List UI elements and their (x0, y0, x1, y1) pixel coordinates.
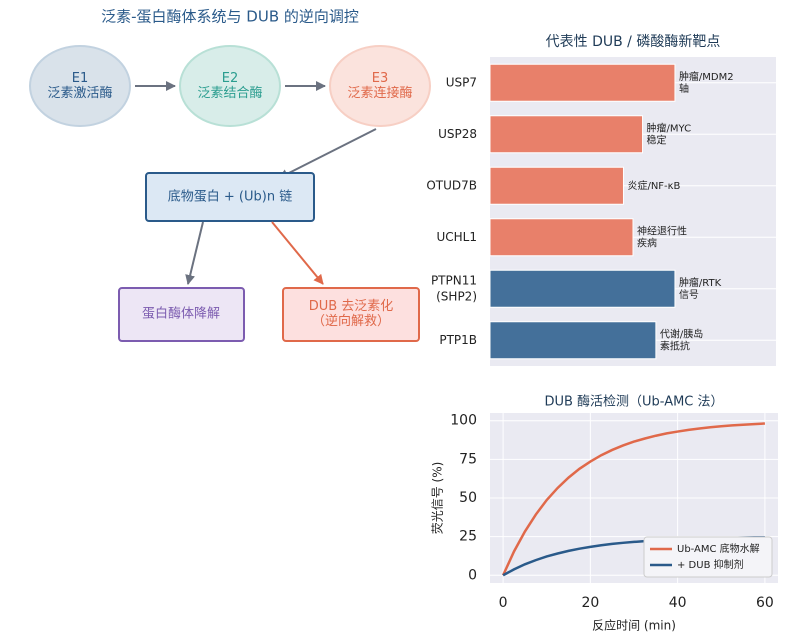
bar-annotation: 肿瘤/MYC (647, 121, 692, 134)
bar-annotation: 轴 (679, 82, 689, 95)
bar-annotation: 炎症/NF-κB (627, 179, 680, 192)
x-tick-label: 0 (499, 595, 508, 611)
node-e3 (329, 45, 431, 127)
y-tick-label: 100 (450, 413, 477, 429)
y-tick-label: 0 (468, 567, 477, 583)
y-tick-label: OTUD7B (426, 178, 477, 192)
node-substrate (145, 172, 315, 222)
node-label: E2 (222, 71, 239, 86)
legend-label: Ub-AMC 底物水解 (677, 542, 760, 555)
x-tick-label: 20 (581, 595, 599, 611)
bar (489, 166, 624, 205)
bar-annotation: 肿瘤/MDM2 (679, 70, 734, 83)
diagram: 泛素-蛋白酶体系统与 DUB 的逆向调控 (29, 8, 431, 342)
y-tick-label: UCHL1 (436, 230, 477, 244)
y-tick-label: USP7 (446, 75, 477, 89)
bar-annotation: 稳定 (647, 133, 667, 146)
legend-label: + DUB 抑制剂 (677, 558, 744, 571)
node-e1 (29, 45, 131, 127)
x-axis-label: 反应时间 (min) (592, 618, 676, 633)
bar-annotation: 素抵抗 (660, 339, 690, 352)
x-tick-label: 40 (669, 595, 687, 611)
y-tick-label: PTP1B (439, 333, 477, 347)
series-line (501, 422, 765, 576)
node-label: （逆向解救） (312, 313, 390, 329)
node-label: 底物蛋白 + (Ub)n 链 (168, 189, 292, 205)
node-label: E3 (372, 71, 389, 86)
bar (489, 115, 644, 154)
node-label: 蛋白酶体降解 (142, 306, 220, 322)
node-label: E1 (72, 71, 89, 86)
y-tick-label: PTPN11 (431, 273, 477, 287)
node-label: 泛素结合酶 (197, 85, 262, 101)
node-label: DUB 去泛素化 (309, 299, 394, 314)
bar-annotation: 信号 (679, 289, 699, 301)
y-tick-label: 25 (459, 529, 477, 545)
y-tick-label: 50 (459, 490, 477, 506)
bar-annotation: 疾病 (637, 236, 657, 249)
bar-annotation: 神经退行性 (637, 224, 687, 237)
bar (489, 269, 676, 308)
bar-annotation: 肿瘤/RTK (679, 276, 722, 289)
x-tick-label: 60 (756, 595, 774, 611)
y-axis-label: 荧光信号 (%) (431, 462, 445, 535)
arrow (185, 221, 204, 285)
y-tick-label: (SHP2) (436, 289, 477, 303)
bar-annotation: 代谢/胰岛 (660, 327, 703, 340)
node-dub (282, 287, 420, 342)
diagram-title: 泛素-蛋白酶体系统与 DUB 的逆向调控 (101, 8, 359, 26)
node-label: 泛素连接酶 (347, 85, 412, 101)
chart-title: 代表性 DUB / 磷酸酶新靶点 (546, 34, 721, 50)
arrow (271, 221, 324, 285)
node-e2 (179, 45, 281, 127)
node-proteasome (118, 287, 245, 342)
bar (489, 218, 634, 257)
plot-area (490, 57, 776, 366)
arrow (278, 128, 377, 179)
bar (489, 321, 657, 360)
legend-box (643, 536, 773, 578)
y-tick-label: 75 (459, 451, 477, 467)
bar (489, 63, 676, 102)
node-label: 泛素激活酶 (47, 85, 112, 101)
chart-title: DUB 酶活检测（Ub-AMC 法） (544, 394, 723, 410)
y-tick-label: USP28 (438, 127, 477, 141)
